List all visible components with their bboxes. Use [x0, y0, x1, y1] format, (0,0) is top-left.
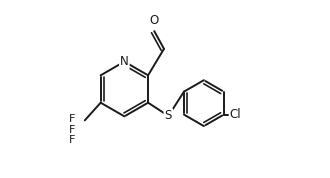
Text: S: S — [165, 109, 172, 122]
Text: F: F — [69, 125, 75, 135]
Text: N: N — [120, 55, 129, 68]
Text: O: O — [149, 14, 159, 27]
Text: F: F — [69, 135, 75, 145]
Text: Cl: Cl — [229, 108, 241, 121]
Text: F: F — [69, 114, 75, 124]
